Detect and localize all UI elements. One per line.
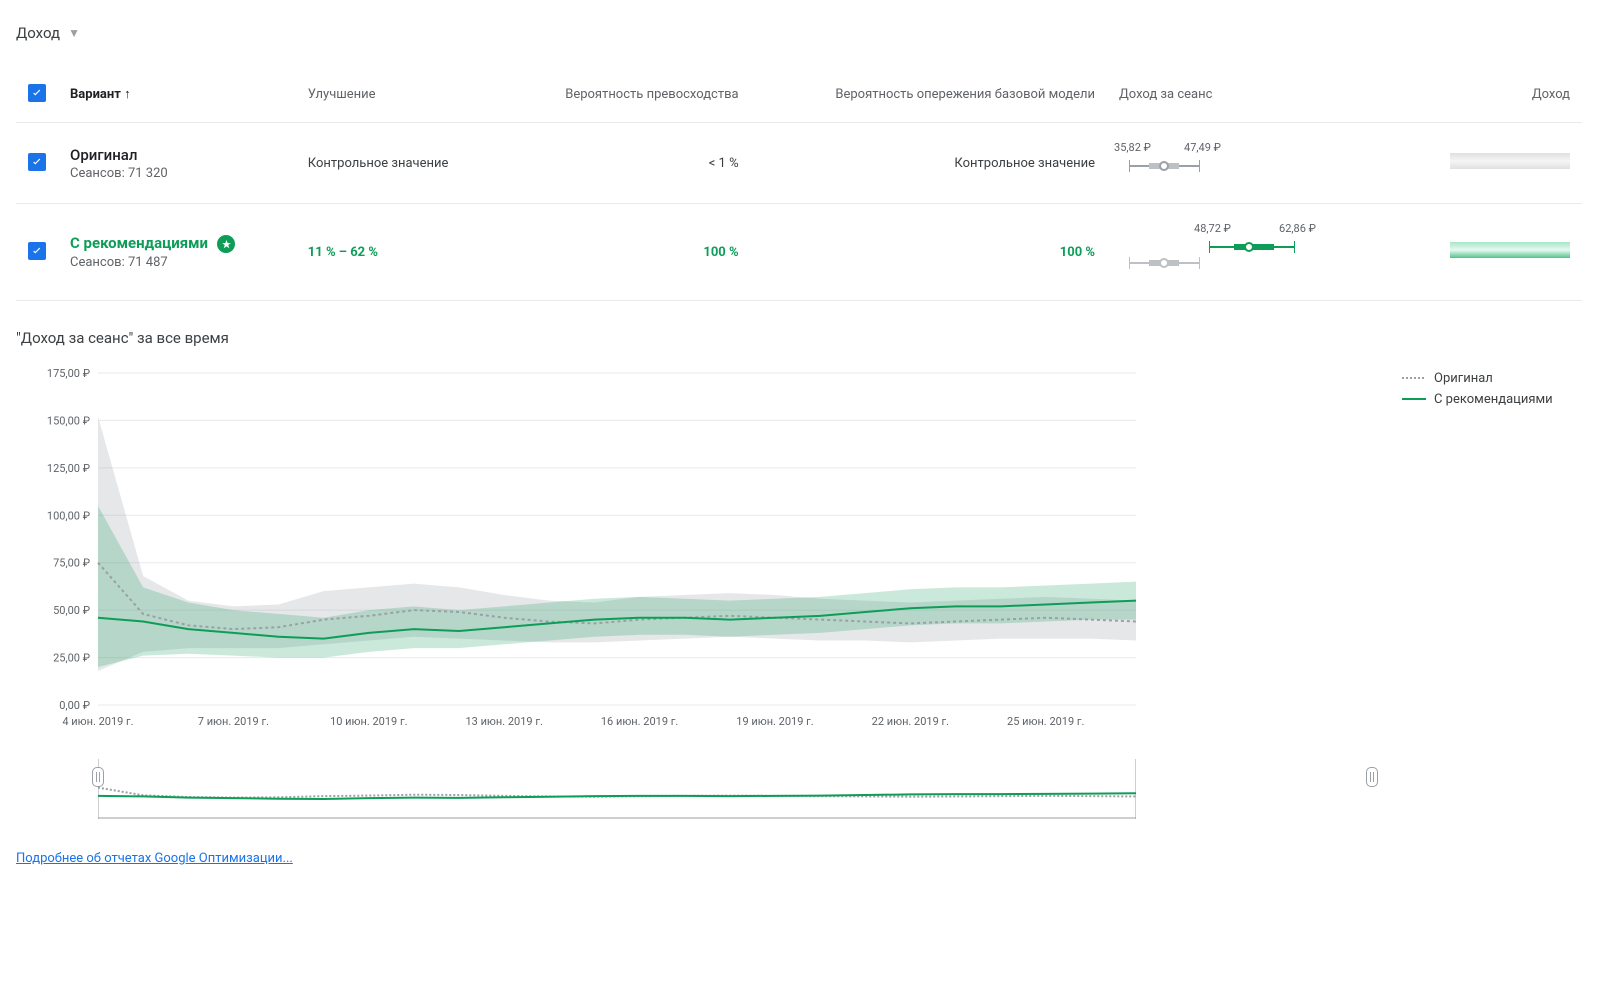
svg-text:0,00 ₽: 0,00 ₽: [59, 699, 90, 712]
sessions-count: Сеансов: 71 320: [70, 166, 284, 181]
table-row: Оригинал Сеансов: 71 320 Контрольное зна…: [16, 123, 1582, 204]
chevron-down-icon: ▼: [68, 26, 80, 40]
sessions-count: Сеансов: 71 487: [70, 255, 284, 270]
svg-text:50,00 ₽: 50,00 ₽: [53, 604, 90, 617]
svg-text:19 июн. 2019 г.: 19 июн. 2019 г.: [736, 715, 813, 728]
legend-item-original[interactable]: Оригинал: [1402, 371, 1582, 386]
svg-text:75,00 ₽: 75,00 ₽: [53, 557, 90, 570]
svg-text:25 июн. 2019 г.: 25 июн. 2019 г.: [1007, 715, 1084, 728]
col-revenue: Доход: [1401, 66, 1582, 123]
svg-text:25,00 ₽: 25,00 ₽: [53, 652, 90, 665]
mini-chart-svg: [98, 749, 1136, 819]
row-checkbox[interactable]: [28, 153, 46, 171]
legend-label-rec: С рекомендациями: [1434, 392, 1553, 407]
table-row: С рекомендациями Сеансов: 71 487 11 % – …: [16, 204, 1582, 301]
svg-text:22 июн. 2019 г.: 22 июн. 2019 г.: [872, 715, 949, 728]
chart-title: "Доход за сеанс" за все время: [16, 329, 1582, 347]
chart-section: "Доход за сеанс" за все время 0,00 ₽ 25,0…: [16, 329, 1582, 823]
variants-table: Вариант ↑ Улучшение Вероятность превосхо…: [16, 66, 1582, 301]
svg-text:16 июн. 2019 г.: 16 июн. 2019 г.: [601, 715, 678, 728]
learn-more-link[interactable]: Подробнее об отчетах Google Оптимизации.…: [16, 851, 293, 866]
metric-selector[interactable]: Доход ▼: [16, 16, 1582, 66]
svg-text:7 июн. 2019 г.: 7 июн. 2019 г.: [198, 715, 269, 728]
range-slider[interactable]: [98, 749, 1372, 823]
row-checkbox[interactable]: [28, 242, 46, 260]
legend-label-original: Оригинал: [1434, 371, 1493, 386]
col-prob-baseline: Вероятность опережения базовой модели: [751, 66, 1107, 123]
svg-text:13 июн. 2019 г.: 13 июн. 2019 г.: [465, 715, 542, 728]
range-plot: 48,72 ₽ 62,86 ₽: [1119, 222, 1329, 278]
col-prob-superiority: Вероятность превосходства: [503, 66, 751, 123]
slider-handle-right[interactable]: [1366, 767, 1378, 787]
variant-name[interactable]: Оригинал: [70, 146, 137, 164]
prob-superiority-value: < 1 %: [503, 123, 751, 204]
slider-handle-left[interactable]: [92, 767, 104, 787]
variant-name[interactable]: С рекомендациями: [70, 234, 208, 252]
revenue-sparkline: [1450, 242, 1570, 258]
prob-superiority-value: 100 %: [503, 204, 751, 301]
col-variant[interactable]: Вариант ↑: [58, 66, 296, 123]
svg-text:100,00 ₽: 100,00 ₽: [47, 509, 90, 522]
svg-text:150,00 ₽: 150,00 ₽: [47, 414, 90, 427]
prob-baseline-value: Контрольное значение: [751, 123, 1107, 204]
svg-text:175,00 ₽: 175,00 ₽: [47, 367, 90, 380]
line-chart: 0,00 ₽ 25,00 ₽ 50,00 ₽ 75,00 ₽ 100,00 ₽ 125,0…: [16, 363, 1146, 733]
improvement-value: Контрольное значение: [296, 123, 503, 204]
improvement-value: 11 % – 62 %: [296, 204, 503, 301]
svg-text:10 июн. 2019 г.: 10 июн. 2019 г.: [330, 715, 407, 728]
legend-swatch-rec: [1402, 392, 1426, 407]
legend-item-rec[interactable]: С рекомендациями: [1402, 392, 1582, 407]
select-all-checkbox[interactable]: [28, 84, 46, 102]
star-icon: [217, 235, 235, 253]
chart-legend: Оригинал С рекомендациями: [1382, 363, 1582, 823]
col-rev-per-session: Доход за сеанс: [1107, 66, 1401, 123]
prob-baseline-value: 100 %: [751, 204, 1107, 301]
legend-swatch-original: [1402, 371, 1426, 386]
metric-label: Доход: [16, 24, 60, 42]
range-plot: 35,82 ₽ 47,49 ₽: [1119, 141, 1329, 181]
revenue-sparkline: [1450, 153, 1570, 169]
svg-text:4 июн. 2019 г.: 4 июн. 2019 г.: [62, 715, 133, 728]
col-improvement: Улучшение: [296, 66, 503, 123]
svg-text:125,00 ₽: 125,00 ₽: [47, 462, 90, 475]
